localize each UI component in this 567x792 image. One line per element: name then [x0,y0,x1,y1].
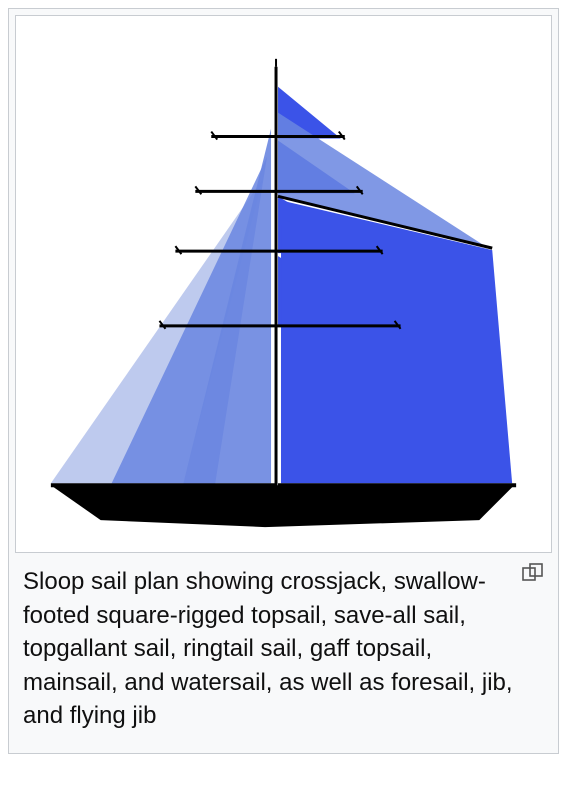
figure-caption: Sloop sail plan showing crossjack, swall… [23,565,544,733]
hull [51,485,514,527]
sloop-illustration [16,16,551,552]
caption-row: Sloop sail plan showing crossjack, swall… [15,553,552,747]
figure-thumb: Sloop sail plan showing crossjack, swall… [8,8,559,754]
figure-inner [15,15,552,553]
enlarge-icon[interactable] [522,563,544,581]
